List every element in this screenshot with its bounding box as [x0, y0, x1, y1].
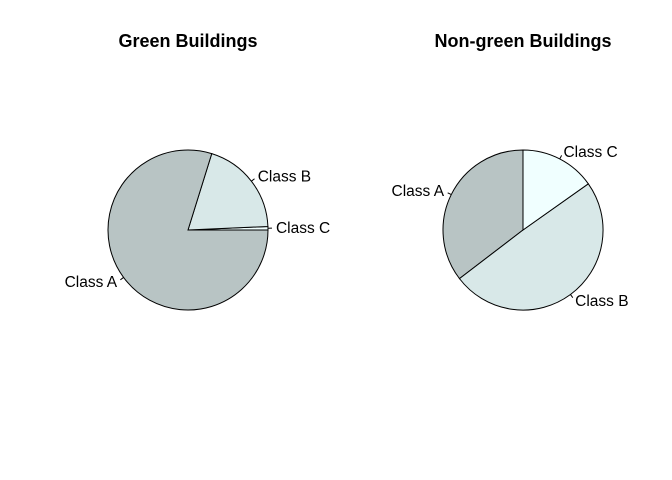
slice-label-class-a: Class A: [65, 274, 118, 291]
pie-slices: [442, 149, 604, 311]
chart-title: Green Buildings: [118, 31, 257, 51]
pie-slices: [107, 149, 269, 311]
leader-line-class-c: [559, 155, 563, 160]
pie-slice-class-c: [522, 149, 590, 231]
slice-label-class-c: Class C: [276, 220, 330, 237]
pie-slice-class-a: [442, 149, 524, 280]
leader-line-class-a: [447, 192, 452, 196]
pie-slice-class-b: [187, 152, 269, 231]
chart-title: Non-green Buildings: [435, 31, 612, 51]
slice-label-class-b: Class B: [575, 293, 628, 310]
slice-label-class-a: Class A: [392, 183, 445, 200]
leader-line-class-b: [251, 178, 255, 182]
slice-label-class-c: Class C: [563, 144, 617, 161]
pie-labels: Class C Class B Class A: [65, 168, 331, 291]
leader-line-class-b: [570, 294, 574, 298]
pie-labels: Class A Class B Class C: [392, 144, 629, 310]
green-buildings-panel: Green Buildings Class C Class B Class A: [65, 31, 331, 311]
leader-line-class-a: [120, 277, 124, 281]
slice-label-class-b: Class B: [258, 168, 311, 185]
